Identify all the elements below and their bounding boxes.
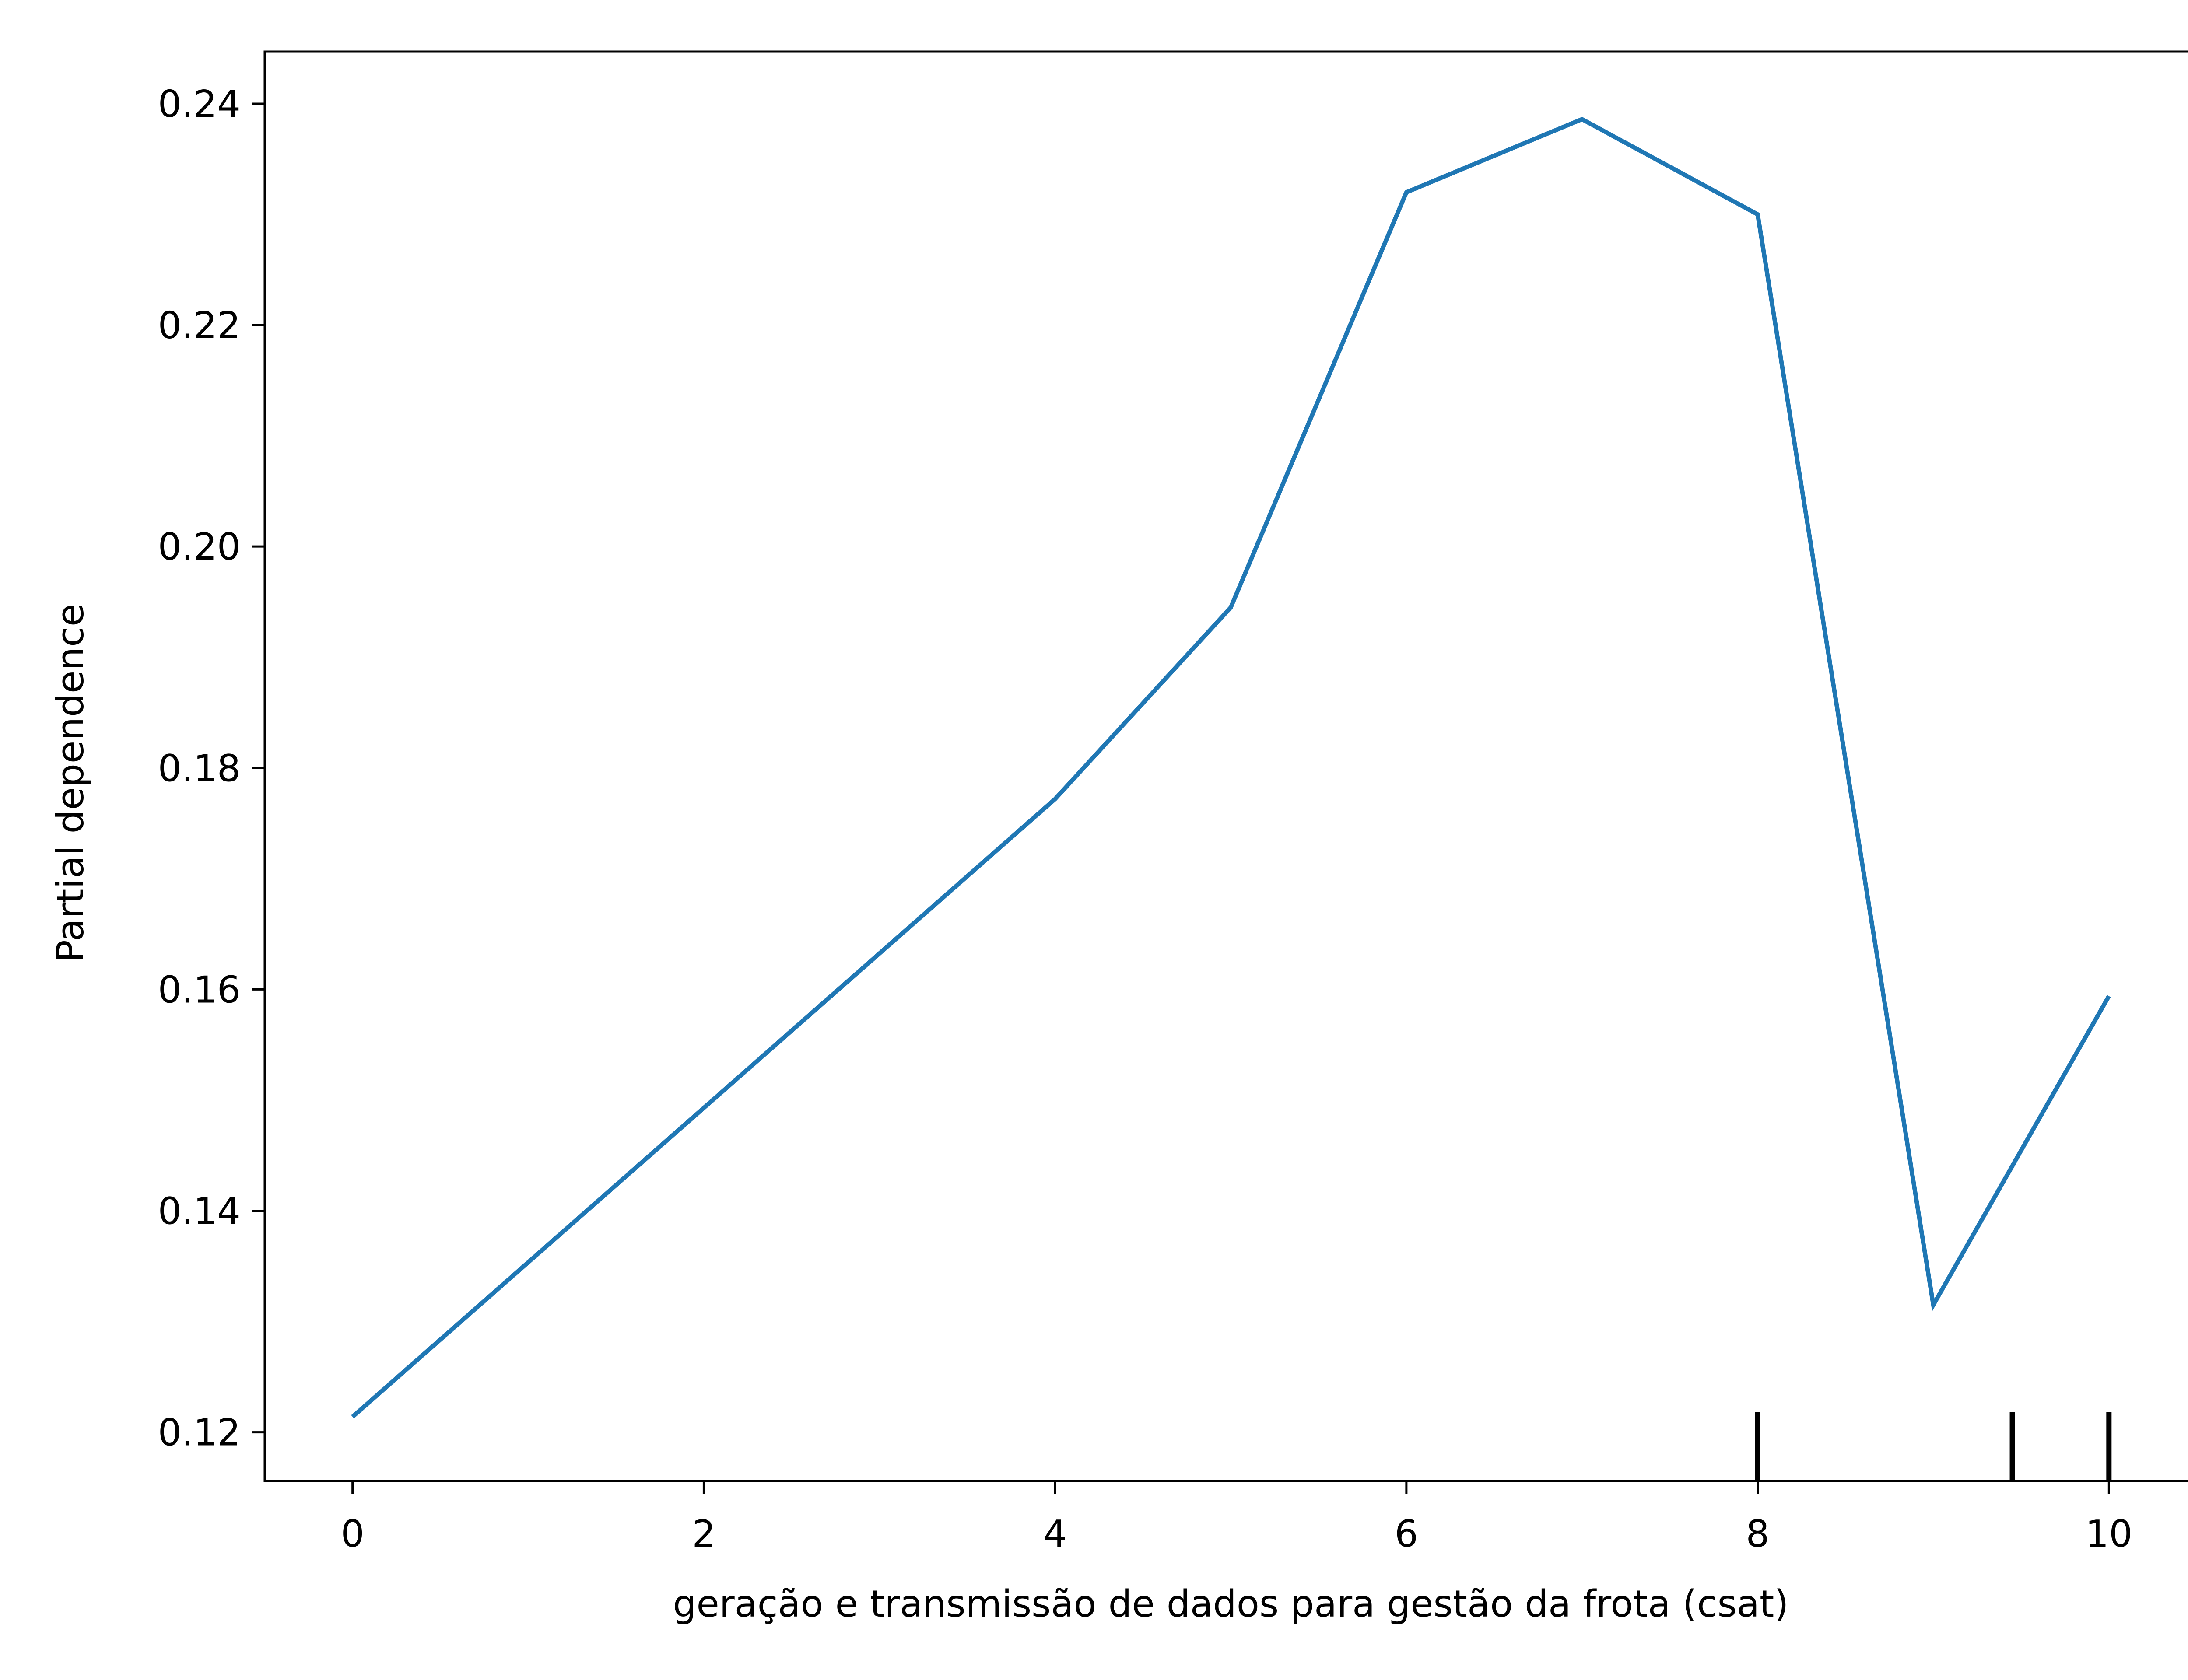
x-tick-label: 2 xyxy=(692,1512,715,1556)
axes-frame xyxy=(263,50,2188,1482)
y-tick-label: 0.16 xyxy=(158,968,241,1012)
y-axis-label: Partial dependence xyxy=(49,604,92,962)
x-tick-label: 4 xyxy=(1043,1512,1067,1556)
x-tick-label: 10 xyxy=(2085,1512,2132,1556)
x-tick-label: 8 xyxy=(1746,1512,1770,1556)
x-axis: 0 2 4 6 8 10 xyxy=(341,1481,2132,1556)
y-tick-label: 0.20 xyxy=(158,525,241,569)
y-tick-label: 0.14 xyxy=(158,1190,241,1233)
y-tick-label: 0.22 xyxy=(158,304,241,347)
y-tick-label: 0.24 xyxy=(158,83,241,126)
x-tick-label: 0 xyxy=(341,1512,365,1556)
plot-area xyxy=(351,116,2112,1481)
x-axis-label: geração e transmissão de dados para gest… xyxy=(673,1582,1789,1626)
y-tick-label: 0.12 xyxy=(158,1411,241,1455)
x-tick-label: 6 xyxy=(1395,1512,1418,1556)
series-line xyxy=(351,116,2111,1418)
y-tick-label: 0.18 xyxy=(158,747,241,790)
y-axis: 0.12 0.14 0.16 0.18 0.20 0.22 0.24 xyxy=(158,83,265,1455)
